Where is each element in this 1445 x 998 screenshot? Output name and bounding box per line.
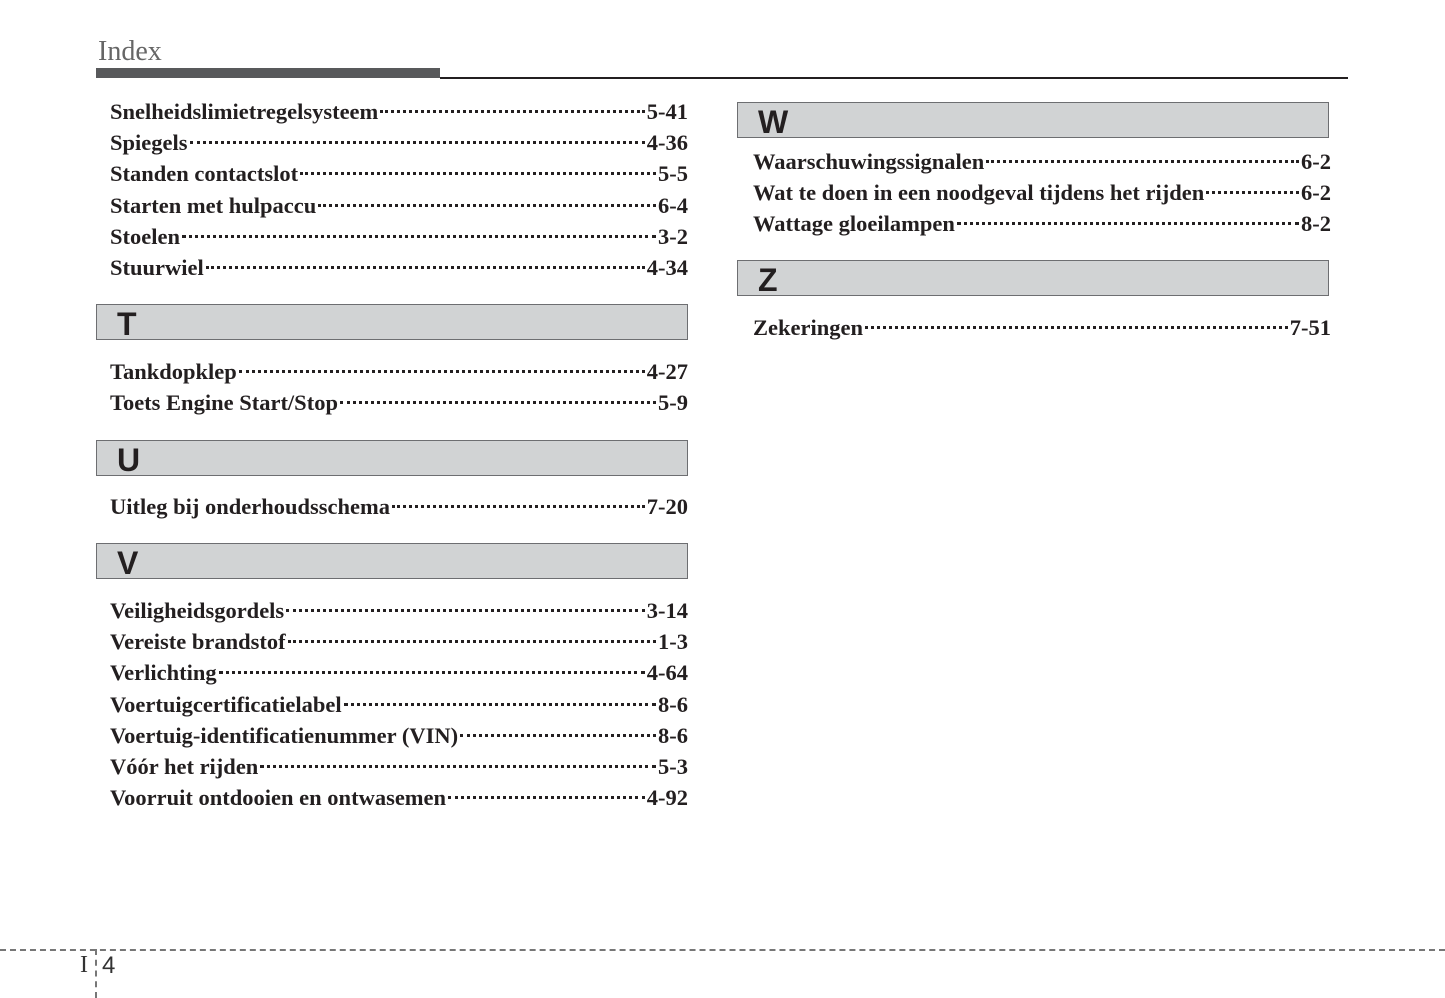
entry-page: 8-6 [658, 691, 688, 717]
entry-page: 4-34 [646, 254, 688, 280]
entry-page: 5-41 [646, 99, 688, 124]
entry-term: Starten met hulpaccu [110, 192, 317, 218]
section-header-z: Z [737, 260, 1329, 298]
group-w: Waarschuwingssignalen 6-2 Wat te doen in e… [753, 146, 1331, 240]
dot-leader [986, 160, 1299, 163]
dot-leader [1206, 191, 1299, 195]
entry-page: 8-6 [658, 722, 688, 748]
dot-leader [865, 326, 1288, 329]
entry-term: Tankdopklep [110, 359, 237, 384]
entry-page: 7-20 [646, 494, 688, 519]
entry-term: Snelheidslimietregelsysteem [110, 99, 379, 124]
entry-page: 4-64 [646, 660, 688, 686]
footer-rule [0, 949, 1445, 951]
section-header-w: W [737, 102, 1329, 140]
index-entry: Voorruit ontdooien en ontwasemen 4-92 [110, 782, 688, 813]
index-entry: Waarschuwingssignalen 6-2 [753, 146, 1331, 177]
section-header-u: U [96, 440, 688, 478]
dot-leader [380, 110, 645, 113]
dot-leader [300, 172, 656, 176]
group-z: Zekeringen 7-51 [753, 312, 1331, 343]
dot-leader [286, 609, 645, 612]
page-number: 4 [102, 952, 116, 979]
entry-page: 3-2 [658, 223, 688, 249]
entry-page: 6-2 [1301, 180, 1331, 206]
index-entry: Zekeringen 7-51 [753, 312, 1331, 343]
dot-leader [189, 141, 645, 145]
entry-term: Stuurwiel [110, 254, 204, 280]
group-u: Uitleg bij onderhoudsschema 7-20 [110, 491, 688, 522]
index-entry: Uitleg bij onderhoudsschema 7-20 [110, 491, 688, 522]
dot-leader [448, 796, 645, 800]
index-entry: Verlichting 4-64 [110, 657, 688, 688]
section-header-t: T [96, 304, 688, 342]
index-entry: Voertuig-identificatienummer (VIN) 8-6 [110, 720, 688, 751]
index-entry: Vereiste brandstof 1-3 [110, 626, 688, 657]
group-v: Veiligheidsgordels 3-14 Vereiste brandstof… [110, 595, 688, 813]
index-entry: Stoelen 3-2 [110, 221, 688, 252]
dot-leader [956, 222, 1299, 226]
entry-term: Voertuigcertificatielabel [110, 691, 342, 717]
entry-page: 6-2 [1301, 149, 1331, 174]
dot-leader [343, 702, 656, 706]
entry-term: Voorruit ontdooien en ontwasemen [110, 785, 447, 811]
index-entry: Wattage gloeilampen 8-2 [753, 208, 1331, 239]
footer-divider [95, 949, 97, 998]
entry-term: Standen contactslot [110, 161, 299, 187]
entry-page: 6-4 [658, 192, 688, 218]
entry-page: 4-27 [646, 359, 688, 384]
dot-leader [182, 234, 656, 238]
entry-page: 5-5 [658, 161, 688, 187]
dot-leader [318, 203, 656, 207]
section-header-v: V [96, 543, 688, 581]
index-entry: Stuurwiel 4-34 [110, 252, 688, 283]
index-entry: Veiligheidsgordels 3-14 [110, 595, 688, 626]
entry-page: 8-2 [1301, 211, 1331, 237]
index-entry: Snelheidslimietregelsysteem 5-41 [110, 96, 688, 127]
index-entry: Tankdopklep 4-27 [110, 356, 688, 387]
entry-term: Vóór het rijden [110, 753, 259, 779]
entry-page: 7-51 [1289, 315, 1331, 340]
footer-section: I [80, 952, 88, 978]
entry-page: 1-3 [658, 629, 688, 655]
dot-leader [238, 370, 645, 373]
title-bar [96, 68, 440, 78]
dot-leader [218, 671, 645, 675]
index-entry: Spiegels 4-36 [110, 127, 688, 158]
entry-term: Stoelen [110, 223, 180, 249]
index-entry: Toets Engine Start/Stop 5-9 [110, 387, 688, 418]
dot-leader [287, 640, 656, 644]
dot-leader [339, 401, 656, 405]
entry-page: 3-14 [646, 598, 688, 623]
entry-term: Verlichting [110, 660, 217, 686]
entry-page: 5-9 [658, 390, 688, 416]
entry-term: Veiligheidsgordels [110, 598, 285, 623]
entry-term: Uitleg bij onderhoudsschema [110, 494, 391, 519]
index-entry: Standen contactslot 5-5 [110, 158, 688, 189]
index-entry: Vóór het rijden 5-3 [110, 751, 688, 782]
dot-leader [205, 265, 645, 269]
entry-page: 4-92 [646, 785, 688, 811]
dot-leader [392, 505, 645, 508]
dot-leader [460, 733, 656, 737]
entry-page: 4-36 [646, 130, 688, 156]
page-title: Index [98, 36, 162, 67]
index-entry: Starten met hulpaccu 6-4 [110, 190, 688, 221]
index-entry: Voertuigcertificatielabel 8-6 [110, 689, 688, 720]
header-rule [440, 77, 1348, 79]
entry-term: Wat te doen in een noodgeval tijdens het… [753, 180, 1205, 206]
entry-term: Waarschuwingssignalen [753, 149, 985, 174]
entry-term: Voertuig-identificatienummer (VIN) [110, 722, 459, 748]
entry-term: Vereiste brandstof [110, 629, 286, 655]
group-s: Snelheidslimietregelsysteem 5-41 Spiegels 4… [110, 96, 688, 283]
entry-term: Toets Engine Start/Stop [110, 390, 338, 416]
dot-leader [260, 764, 656, 768]
entry-term: Wattage gloeilampen [753, 211, 955, 237]
index-entry: Wat te doen in een noodgeval tijdens het… [753, 177, 1331, 208]
group-t: Tankdopklep 4-27 Toets Engine Start/Stop 5-… [110, 356, 688, 418]
entry-page: 5-3 [658, 753, 688, 779]
entry-term: Spiegels [110, 130, 188, 156]
entry-term: Zekeringen [753, 315, 863, 340]
